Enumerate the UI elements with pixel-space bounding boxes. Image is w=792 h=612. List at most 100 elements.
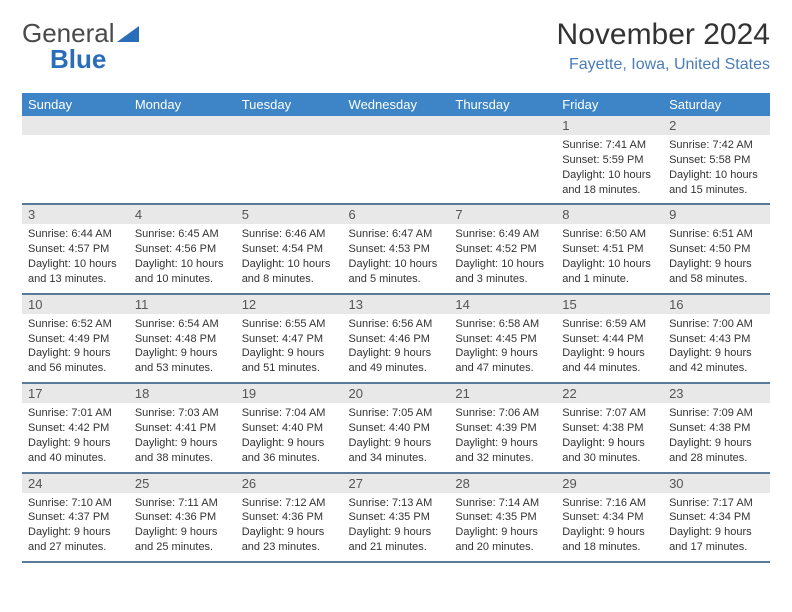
day-body: Sunrise: 6:46 AMSunset: 4:54 PMDaylight:…: [236, 224, 343, 292]
day-number: 2: [663, 116, 770, 135]
day-cell: Sunrise: 7:13 AMSunset: 4:35 PMDaylight:…: [343, 493, 450, 562]
day-number: 12: [236, 295, 343, 314]
day-body: Sunrise: 7:09 AMSunset: 4:38 PMDaylight:…: [663, 403, 770, 471]
day-number: 27: [343, 474, 450, 493]
location: Fayette, Iowa, United States: [557, 56, 770, 74]
day-number: [236, 124, 343, 128]
day-body: Sunrise: 6:52 AMSunset: 4:49 PMDaylight:…: [22, 314, 129, 382]
day-cell: Sunrise: 6:56 AMSunset: 4:46 PMDaylight:…: [343, 314, 450, 383]
day-body: Sunrise: 6:47 AMSunset: 4:53 PMDaylight:…: [343, 224, 450, 292]
day-cell: Sunrise: 6:45 AMSunset: 4:56 PMDaylight:…: [129, 224, 236, 293]
day-header: Tuesday: [236, 93, 343, 116]
day-body: Sunrise: 6:51 AMSunset: 4:50 PMDaylight:…: [663, 224, 770, 292]
day-number-cell: 6: [343, 204, 450, 224]
day-body: Sunrise: 7:42 AMSunset: 5:58 PMDaylight:…: [663, 135, 770, 203]
day-number-cell: [129, 116, 236, 135]
day-number-cell: 28: [449, 473, 556, 493]
day-number-cell: 20: [343, 383, 450, 403]
day-number-cell: [449, 116, 556, 135]
day-header: Thursday: [449, 93, 556, 116]
day-number: 30: [663, 474, 770, 493]
day-body: Sunrise: 7:41 AMSunset: 5:59 PMDaylight:…: [556, 135, 663, 203]
day-body: Sunrise: 7:13 AMSunset: 4:35 PMDaylight:…: [343, 493, 450, 561]
day-number: 15: [556, 295, 663, 314]
day-number-cell: 8: [556, 204, 663, 224]
day-body: Sunrise: 6:49 AMSunset: 4:52 PMDaylight:…: [449, 224, 556, 292]
day-body: Sunrise: 7:16 AMSunset: 4:34 PMDaylight:…: [556, 493, 663, 561]
day-number-cell: [236, 116, 343, 135]
day-number: 18: [129, 384, 236, 403]
day-number: [343, 124, 450, 128]
day-number: 20: [343, 384, 450, 403]
day-body: Sunrise: 7:03 AMSunset: 4:41 PMDaylight:…: [129, 403, 236, 471]
day-header: Saturday: [663, 93, 770, 116]
day-number: [22, 124, 129, 128]
day-number: 17: [22, 384, 129, 403]
day-body: Sunrise: 6:58 AMSunset: 4:45 PMDaylight:…: [449, 314, 556, 382]
day-number-cell: 7: [449, 204, 556, 224]
day-cell: [343, 135, 450, 204]
day-number-cell: 15: [556, 294, 663, 314]
day-number: 25: [129, 474, 236, 493]
day-body: Sunrise: 6:59 AMSunset: 4:44 PMDaylight:…: [556, 314, 663, 382]
day-header: Wednesday: [343, 93, 450, 116]
day-number: [449, 124, 556, 128]
day-number-cell: 9: [663, 204, 770, 224]
day-number-cell: 11: [129, 294, 236, 314]
day-number-cell: 4: [129, 204, 236, 224]
day-body: Sunrise: 6:55 AMSunset: 4:47 PMDaylight:…: [236, 314, 343, 382]
day-number: 19: [236, 384, 343, 403]
day-number-cell: 14: [449, 294, 556, 314]
month-title: November 2024: [557, 18, 770, 52]
day-number: 7: [449, 205, 556, 224]
day-cell: [129, 135, 236, 204]
day-body: Sunrise: 7:00 AMSunset: 4:43 PMDaylight:…: [663, 314, 770, 382]
day-number-cell: 26: [236, 473, 343, 493]
day-cell: Sunrise: 7:42 AMSunset: 5:58 PMDaylight:…: [663, 135, 770, 204]
day-number: 5: [236, 205, 343, 224]
day-cell: Sunrise: 7:11 AMSunset: 4:36 PMDaylight:…: [129, 493, 236, 562]
day-number-cell: 19: [236, 383, 343, 403]
day-cell: Sunrise: 6:49 AMSunset: 4:52 PMDaylight:…: [449, 224, 556, 293]
day-number: 4: [129, 205, 236, 224]
day-body: Sunrise: 7:10 AMSunset: 4:37 PMDaylight:…: [22, 493, 129, 561]
day-cell: Sunrise: 7:01 AMSunset: 4:42 PMDaylight:…: [22, 403, 129, 472]
day-number-cell: 29: [556, 473, 663, 493]
day-cell: Sunrise: 6:46 AMSunset: 4:54 PMDaylight:…: [236, 224, 343, 293]
day-number: 26: [236, 474, 343, 493]
day-number: 10: [22, 295, 129, 314]
day-header: Sunday: [22, 93, 129, 116]
logo-text-2: Blue: [50, 44, 106, 75]
day-number: 11: [129, 295, 236, 314]
day-cell: Sunrise: 6:54 AMSunset: 4:48 PMDaylight:…: [129, 314, 236, 383]
day-body: Sunrise: 7:07 AMSunset: 4:38 PMDaylight:…: [556, 403, 663, 471]
day-body: [343, 135, 450, 193]
day-cell: Sunrise: 7:14 AMSunset: 4:35 PMDaylight:…: [449, 493, 556, 562]
day-body: Sunrise: 7:17 AMSunset: 4:34 PMDaylight:…: [663, 493, 770, 561]
day-cell: Sunrise: 7:00 AMSunset: 4:43 PMDaylight:…: [663, 314, 770, 383]
day-body: [129, 135, 236, 193]
day-number-cell: 27: [343, 473, 450, 493]
day-cell: Sunrise: 7:10 AMSunset: 4:37 PMDaylight:…: [22, 493, 129, 562]
day-cell: [236, 135, 343, 204]
day-number-cell: 21: [449, 383, 556, 403]
day-number: 9: [663, 205, 770, 224]
day-cell: Sunrise: 6:52 AMSunset: 4:49 PMDaylight:…: [22, 314, 129, 383]
day-body: [449, 135, 556, 193]
day-cell: Sunrise: 7:04 AMSunset: 4:40 PMDaylight:…: [236, 403, 343, 472]
day-number-cell: 25: [129, 473, 236, 493]
day-body: Sunrise: 6:44 AMSunset: 4:57 PMDaylight:…: [22, 224, 129, 292]
day-cell: Sunrise: 6:47 AMSunset: 4:53 PMDaylight:…: [343, 224, 450, 293]
day-number-cell: 13: [343, 294, 450, 314]
day-number: 14: [449, 295, 556, 314]
day-number: 6: [343, 205, 450, 224]
day-number-cell: 30: [663, 473, 770, 493]
day-number-cell: 1: [556, 116, 663, 135]
day-number: 8: [556, 205, 663, 224]
day-number-cell: 2: [663, 116, 770, 135]
day-number-cell: 3: [22, 204, 129, 224]
day-number-cell: 10: [22, 294, 129, 314]
day-cell: Sunrise: 7:12 AMSunset: 4:36 PMDaylight:…: [236, 493, 343, 562]
day-cell: Sunrise: 7:17 AMSunset: 4:34 PMDaylight:…: [663, 493, 770, 562]
day-cell: Sunrise: 7:16 AMSunset: 4:34 PMDaylight:…: [556, 493, 663, 562]
